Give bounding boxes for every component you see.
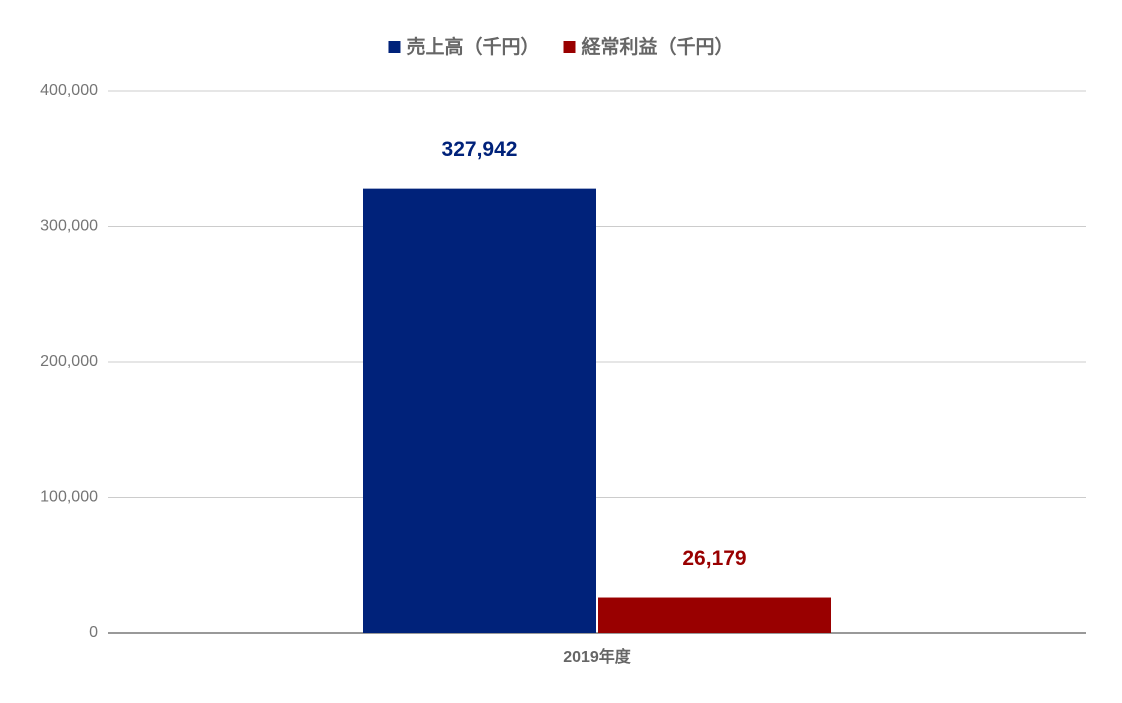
- y-tick-label: 100,000: [40, 489, 98, 506]
- legend-swatch: [563, 41, 576, 53]
- legend-swatch: [388, 41, 401, 53]
- y-tick-label: 0: [89, 624, 98, 641]
- x-tick-label: 2019年度: [563, 647, 632, 666]
- bar: [363, 188, 596, 633]
- value-label: 26,179: [682, 547, 746, 570]
- y-tick-label: 400,000: [40, 82, 98, 99]
- y-tick-label: 300,000: [40, 218, 98, 235]
- bar: [598, 597, 831, 633]
- y-tick-label: 200,000: [40, 353, 98, 370]
- legend-label: 売上高（千円）: [406, 35, 539, 58]
- value-label: 327,942: [442, 138, 518, 161]
- legend-label: 経常利益（千円）: [582, 35, 734, 58]
